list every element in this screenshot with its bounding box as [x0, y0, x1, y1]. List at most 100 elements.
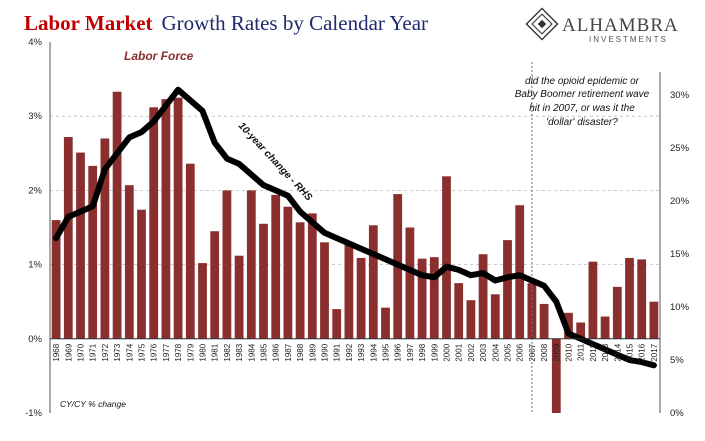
bar-2015	[625, 257, 634, 339]
x-tick-label: 2013	[601, 343, 610, 361]
bar-1968	[51, 220, 61, 339]
ten-year-change-line	[53, 86, 657, 369]
x-tick-label: 1999	[430, 343, 439, 361]
bar-1987	[283, 206, 293, 339]
bar-1984	[246, 190, 256, 339]
x-tick-label: 1993	[357, 343, 366, 361]
bar-1977	[161, 99, 171, 339]
bar-2004	[490, 294, 500, 339]
title-part1: Labor Market	[24, 11, 153, 35]
bar-1969	[63, 136, 73, 339]
left-tick-label: 2%	[28, 185, 42, 196]
x-tick-label: 1979	[186, 343, 195, 361]
series-label-labor-force: Labor Force	[124, 49, 194, 63]
x-tick-label: 1974	[125, 343, 134, 361]
title-part2: Growth Rates by Calendar Year	[162, 11, 429, 35]
x-tick-label: 1973	[113, 343, 122, 361]
bar-1976	[149, 107, 159, 339]
bar-1985	[259, 223, 268, 339]
axes	[49, 42, 661, 413]
bar-1989	[307, 213, 317, 339]
x-tick-label: 1975	[138, 343, 147, 361]
x-tick-label: 1988	[296, 343, 305, 361]
left-tick-label: 3%	[28, 111, 42, 122]
bar-2013	[600, 316, 610, 339]
x-tick-label: 1977	[162, 343, 171, 361]
x-tick-label: 1990	[321, 343, 330, 361]
bar-2003	[478, 254, 488, 339]
alhambra-logo: ALHAMBRA INVESTMENTS	[525, 7, 679, 44]
x-tick-label: 2008	[540, 343, 549, 361]
x-tick-label: 2000	[443, 343, 452, 361]
right-tick-label: 30%	[670, 90, 690, 101]
x-tick-label: 1980	[199, 343, 208, 361]
left-tick-label: 4%	[28, 37, 42, 48]
bar-1970	[76, 152, 85, 339]
x-tick-label: 1985	[260, 343, 269, 361]
bar-1992	[344, 244, 354, 339]
logo-subtitle: INVESTMENTS	[589, 35, 668, 44]
x-tick-label: 1987	[284, 343, 293, 361]
bar-1998	[417, 258, 427, 339]
x-tick-label: 2004	[491, 343, 500, 361]
bar-2014	[612, 286, 622, 339]
bar-1979	[185, 163, 195, 339]
x-tick-label: 1983	[235, 343, 244, 361]
x-tick-label: 2014	[613, 343, 622, 361]
x-tick-label: 2016	[638, 343, 647, 361]
bar-1975	[137, 209, 146, 339]
x-tick-label: 1970	[77, 343, 86, 361]
x-tick-label: 2010	[565, 343, 574, 361]
annotation-note: did the opioid epidemic or Baby Boomer r…	[515, 76, 650, 128]
x-tick-label: 1986	[272, 343, 281, 361]
x-tick-label: 1969	[64, 343, 73, 361]
bar-1994	[368, 225, 378, 339]
bar-2011	[576, 322, 586, 339]
x-tick-label: 1995	[382, 343, 391, 361]
bar-1981	[210, 231, 220, 339]
x-tick-label: 2011	[577, 343, 586, 361]
right-tick-label: 0%	[670, 408, 684, 419]
x-tick-label: 2003	[479, 343, 488, 361]
bar-1974	[124, 185, 134, 339]
x-tick-label: 2001	[455, 343, 464, 361]
x-tick-label: 2005	[504, 343, 513, 361]
bar-1999	[429, 257, 439, 339]
chart-title: Labor Market Growth Rates by Calendar Ye…	[24, 11, 428, 35]
labor-force-bars	[51, 91, 659, 413]
x-tick-label: 1976	[150, 343, 159, 361]
bar-2017	[649, 301, 659, 339]
left-tick-label: 0%	[28, 334, 42, 345]
x-tick-label: 2006	[516, 343, 525, 361]
x-tick-label: 1998	[418, 343, 427, 361]
bar-1972	[100, 138, 110, 339]
ten-year-change-series	[53, 86, 657, 369]
bar-1982	[222, 190, 232, 339]
bar-1971	[88, 165, 98, 339]
left-axis-ticks: -1% 0% 1% 2% 3% 4%	[25, 37, 42, 419]
x-tick-label: 1994	[369, 343, 378, 361]
right-tick-label: 5%	[670, 355, 684, 366]
logo-name: ALHAMBRA	[562, 15, 679, 36]
bar-2016	[637, 259, 647, 339]
bar-2006	[515, 205, 525, 339]
bar-2005	[503, 240, 512, 339]
x-tick-label: 2007	[528, 343, 537, 361]
note-line-1: did the opioid epidemic or	[525, 76, 640, 87]
bar-1973	[112, 91, 122, 339]
bar-1997	[405, 227, 415, 339]
logo-diamond-icon	[525, 7, 559, 41]
left-tick-label: -1%	[25, 408, 42, 419]
bar-1988	[295, 222, 305, 339]
bar-2008	[539, 303, 549, 339]
x-tick-label: 1982	[223, 343, 232, 361]
x-tick-label: 1978	[174, 343, 183, 361]
bar-1990	[320, 242, 329, 339]
bar-1978	[173, 97, 183, 339]
x-tick-label: 2009	[552, 343, 561, 361]
x-tick-label: 2002	[467, 343, 476, 361]
x-tick-label: 1981	[211, 343, 220, 361]
x-tick-label: 1996	[394, 343, 403, 361]
bar-2012	[588, 261, 598, 339]
